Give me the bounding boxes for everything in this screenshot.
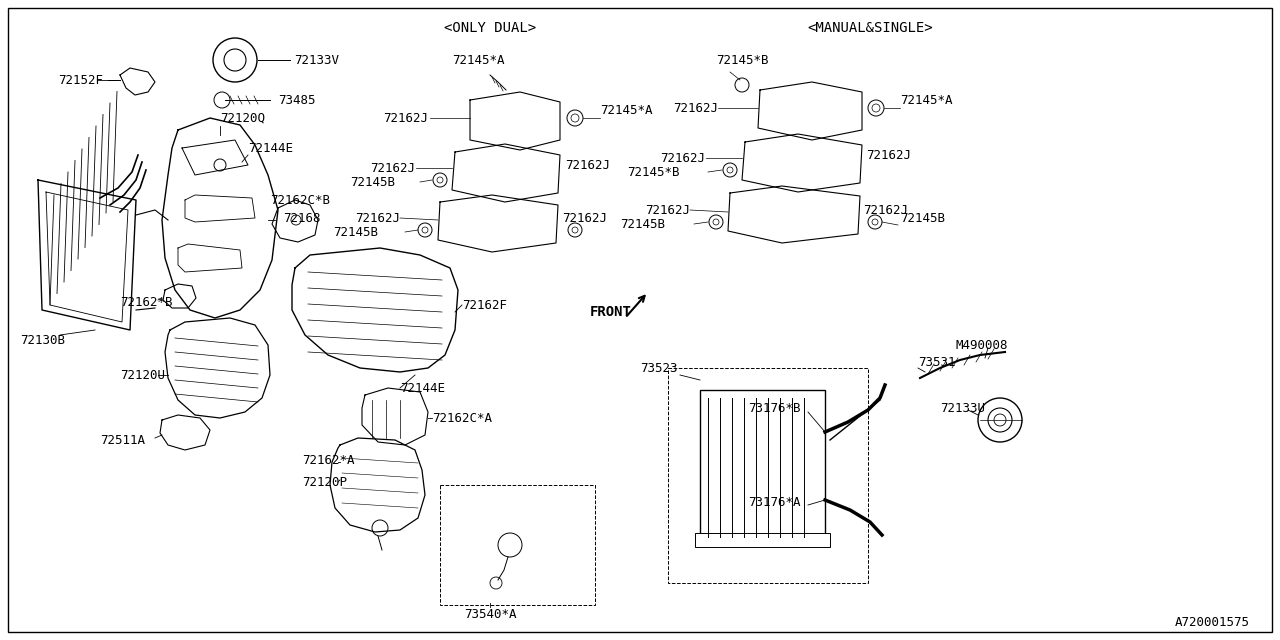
Text: 72511A: 72511A xyxy=(100,433,145,447)
Bar xyxy=(700,390,826,545)
Text: 72145*A: 72145*A xyxy=(452,54,504,67)
Bar xyxy=(668,368,868,583)
Text: 72120Q: 72120Q xyxy=(220,111,265,125)
Circle shape xyxy=(567,110,582,126)
Text: <ONLY DUAL>: <ONLY DUAL> xyxy=(444,21,536,35)
Circle shape xyxy=(291,215,301,225)
Text: 72162J: 72162J xyxy=(562,211,607,225)
Circle shape xyxy=(212,38,257,82)
Circle shape xyxy=(995,414,1006,426)
Circle shape xyxy=(709,215,723,229)
Text: 72144E: 72144E xyxy=(399,381,445,394)
Circle shape xyxy=(723,163,737,177)
Text: 72162*A: 72162*A xyxy=(302,454,355,467)
Text: 72162J: 72162J xyxy=(370,161,415,175)
Text: 72162F: 72162F xyxy=(462,298,507,312)
Text: 72162J: 72162J xyxy=(645,204,690,216)
Text: 72145*B: 72145*B xyxy=(716,54,768,67)
Text: 72130B: 72130B xyxy=(20,333,65,346)
Circle shape xyxy=(988,408,1012,432)
Text: 72145*A: 72145*A xyxy=(900,93,952,106)
Circle shape xyxy=(490,577,502,589)
Circle shape xyxy=(571,114,579,122)
Text: 72162J: 72162J xyxy=(660,152,705,164)
Circle shape xyxy=(872,104,881,112)
Circle shape xyxy=(433,173,447,187)
Text: 72145B: 72145B xyxy=(900,211,945,225)
Circle shape xyxy=(224,49,246,71)
Text: 72152F: 72152F xyxy=(58,74,102,86)
Text: 73523: 73523 xyxy=(640,362,677,374)
Circle shape xyxy=(872,219,878,225)
Circle shape xyxy=(422,227,428,233)
Text: A720001575: A720001575 xyxy=(1175,616,1251,628)
Text: 72133V: 72133V xyxy=(294,54,339,67)
Text: 72120U: 72120U xyxy=(120,369,165,381)
Circle shape xyxy=(436,177,443,183)
Circle shape xyxy=(978,398,1021,442)
Circle shape xyxy=(572,227,579,233)
Bar xyxy=(440,485,595,605)
Text: 72145B: 72145B xyxy=(620,218,666,230)
Text: 73531: 73531 xyxy=(918,355,955,369)
Text: 72133U: 72133U xyxy=(940,401,986,415)
Text: 73176*B: 73176*B xyxy=(748,401,800,415)
Circle shape xyxy=(498,533,522,557)
Text: 72162C*B: 72162C*B xyxy=(270,193,330,207)
Circle shape xyxy=(214,159,227,171)
Text: 72145B: 72145B xyxy=(333,225,378,239)
Text: 72168: 72168 xyxy=(283,211,320,225)
Text: <MANUAL&SINGLE>: <MANUAL&SINGLE> xyxy=(808,21,933,35)
Text: 72162J: 72162J xyxy=(383,111,428,125)
Text: 72162J: 72162J xyxy=(355,211,399,225)
Text: 72162C*A: 72162C*A xyxy=(433,412,492,424)
Circle shape xyxy=(735,78,749,92)
Text: FRONT: FRONT xyxy=(590,305,632,319)
Bar xyxy=(695,533,829,547)
Text: M490008: M490008 xyxy=(955,339,1007,351)
Circle shape xyxy=(713,219,719,225)
Text: 72145B: 72145B xyxy=(349,175,396,189)
Text: 72145*B: 72145*B xyxy=(627,166,680,179)
Circle shape xyxy=(419,223,433,237)
Circle shape xyxy=(372,520,388,536)
Text: 72162J: 72162J xyxy=(564,159,611,172)
Text: 73485: 73485 xyxy=(278,93,315,106)
Circle shape xyxy=(568,223,582,237)
Circle shape xyxy=(868,100,884,116)
Circle shape xyxy=(727,167,733,173)
Circle shape xyxy=(868,215,882,229)
Text: 72144E: 72144E xyxy=(248,141,293,154)
Circle shape xyxy=(214,92,230,108)
Text: 72145*A: 72145*A xyxy=(600,104,653,116)
Text: 73540*A: 73540*A xyxy=(463,609,516,621)
Text: 72120P: 72120P xyxy=(302,476,347,488)
Text: 72162J: 72162J xyxy=(673,102,718,115)
Text: 72162J: 72162J xyxy=(863,204,908,216)
Text: 72162*B: 72162*B xyxy=(120,296,173,308)
Text: 72162J: 72162J xyxy=(867,148,911,161)
Text: 73176*A: 73176*A xyxy=(748,495,800,509)
